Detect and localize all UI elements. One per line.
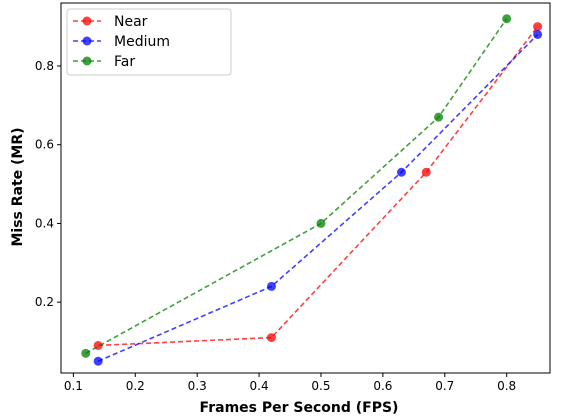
data-point bbox=[533, 29, 543, 39]
data-point bbox=[93, 356, 103, 366]
series-line bbox=[85, 18, 508, 355]
data-point bbox=[266, 333, 276, 343]
x-tick-label: 0.3 bbox=[188, 379, 207, 393]
data-point bbox=[434, 112, 444, 122]
x-tick-label: 0.4 bbox=[250, 379, 269, 393]
series-medium bbox=[93, 29, 543, 366]
y-tick-label: 0.6 bbox=[35, 138, 54, 152]
series-far bbox=[81, 14, 512, 358]
x-tick-label: 0.1 bbox=[64, 379, 83, 393]
legend-marker bbox=[82, 56, 92, 66]
data-point bbox=[502, 14, 512, 24]
legend-entry: Near bbox=[73, 14, 148, 30]
legend-label: Medium bbox=[114, 34, 170, 50]
legend-marker bbox=[82, 16, 92, 26]
y-axis-label: Miss Rate (MR) bbox=[10, 127, 26, 246]
x-axis-label: Frames Per Second (FPS) bbox=[200, 400, 399, 416]
legend-label: Near bbox=[114, 14, 148, 30]
legend-marker bbox=[82, 36, 92, 46]
x-tick-label: 0.6 bbox=[373, 379, 392, 393]
x-tick-label: 0.5 bbox=[311, 379, 330, 393]
legend-entry: Medium bbox=[73, 34, 170, 50]
data-point bbox=[396, 167, 406, 177]
legend-box bbox=[66, 8, 232, 76]
x-axis: 0.1 0.2 0.3 0.4 0.5 0.6 0.7 0.8 bbox=[64, 373, 516, 393]
data-point bbox=[316, 218, 326, 228]
x-tick-label: 0.7 bbox=[435, 379, 454, 393]
data-point bbox=[533, 22, 543, 32]
y-axis: 0.2 0.4 0.6 0.8 bbox=[35, 59, 61, 309]
x-tick-label: 0.8 bbox=[497, 379, 516, 393]
data-point bbox=[421, 167, 431, 177]
series-near bbox=[93, 22, 543, 350]
legend-label: Far bbox=[114, 54, 135, 70]
series-line bbox=[98, 26, 539, 347]
y-tick-label: 0.2 bbox=[35, 295, 54, 309]
y-tick-label: 0.8 bbox=[35, 59, 54, 73]
y-tick-label: 0.4 bbox=[35, 216, 54, 230]
x-tick-label: 0.2 bbox=[126, 379, 145, 393]
data-point bbox=[81, 348, 91, 358]
series-layer bbox=[81, 14, 543, 366]
series-line bbox=[97, 33, 539, 362]
legend-entry: Far bbox=[73, 54, 135, 70]
data-point bbox=[266, 281, 276, 291]
legend: Near Medium Far bbox=[66, 8, 232, 76]
